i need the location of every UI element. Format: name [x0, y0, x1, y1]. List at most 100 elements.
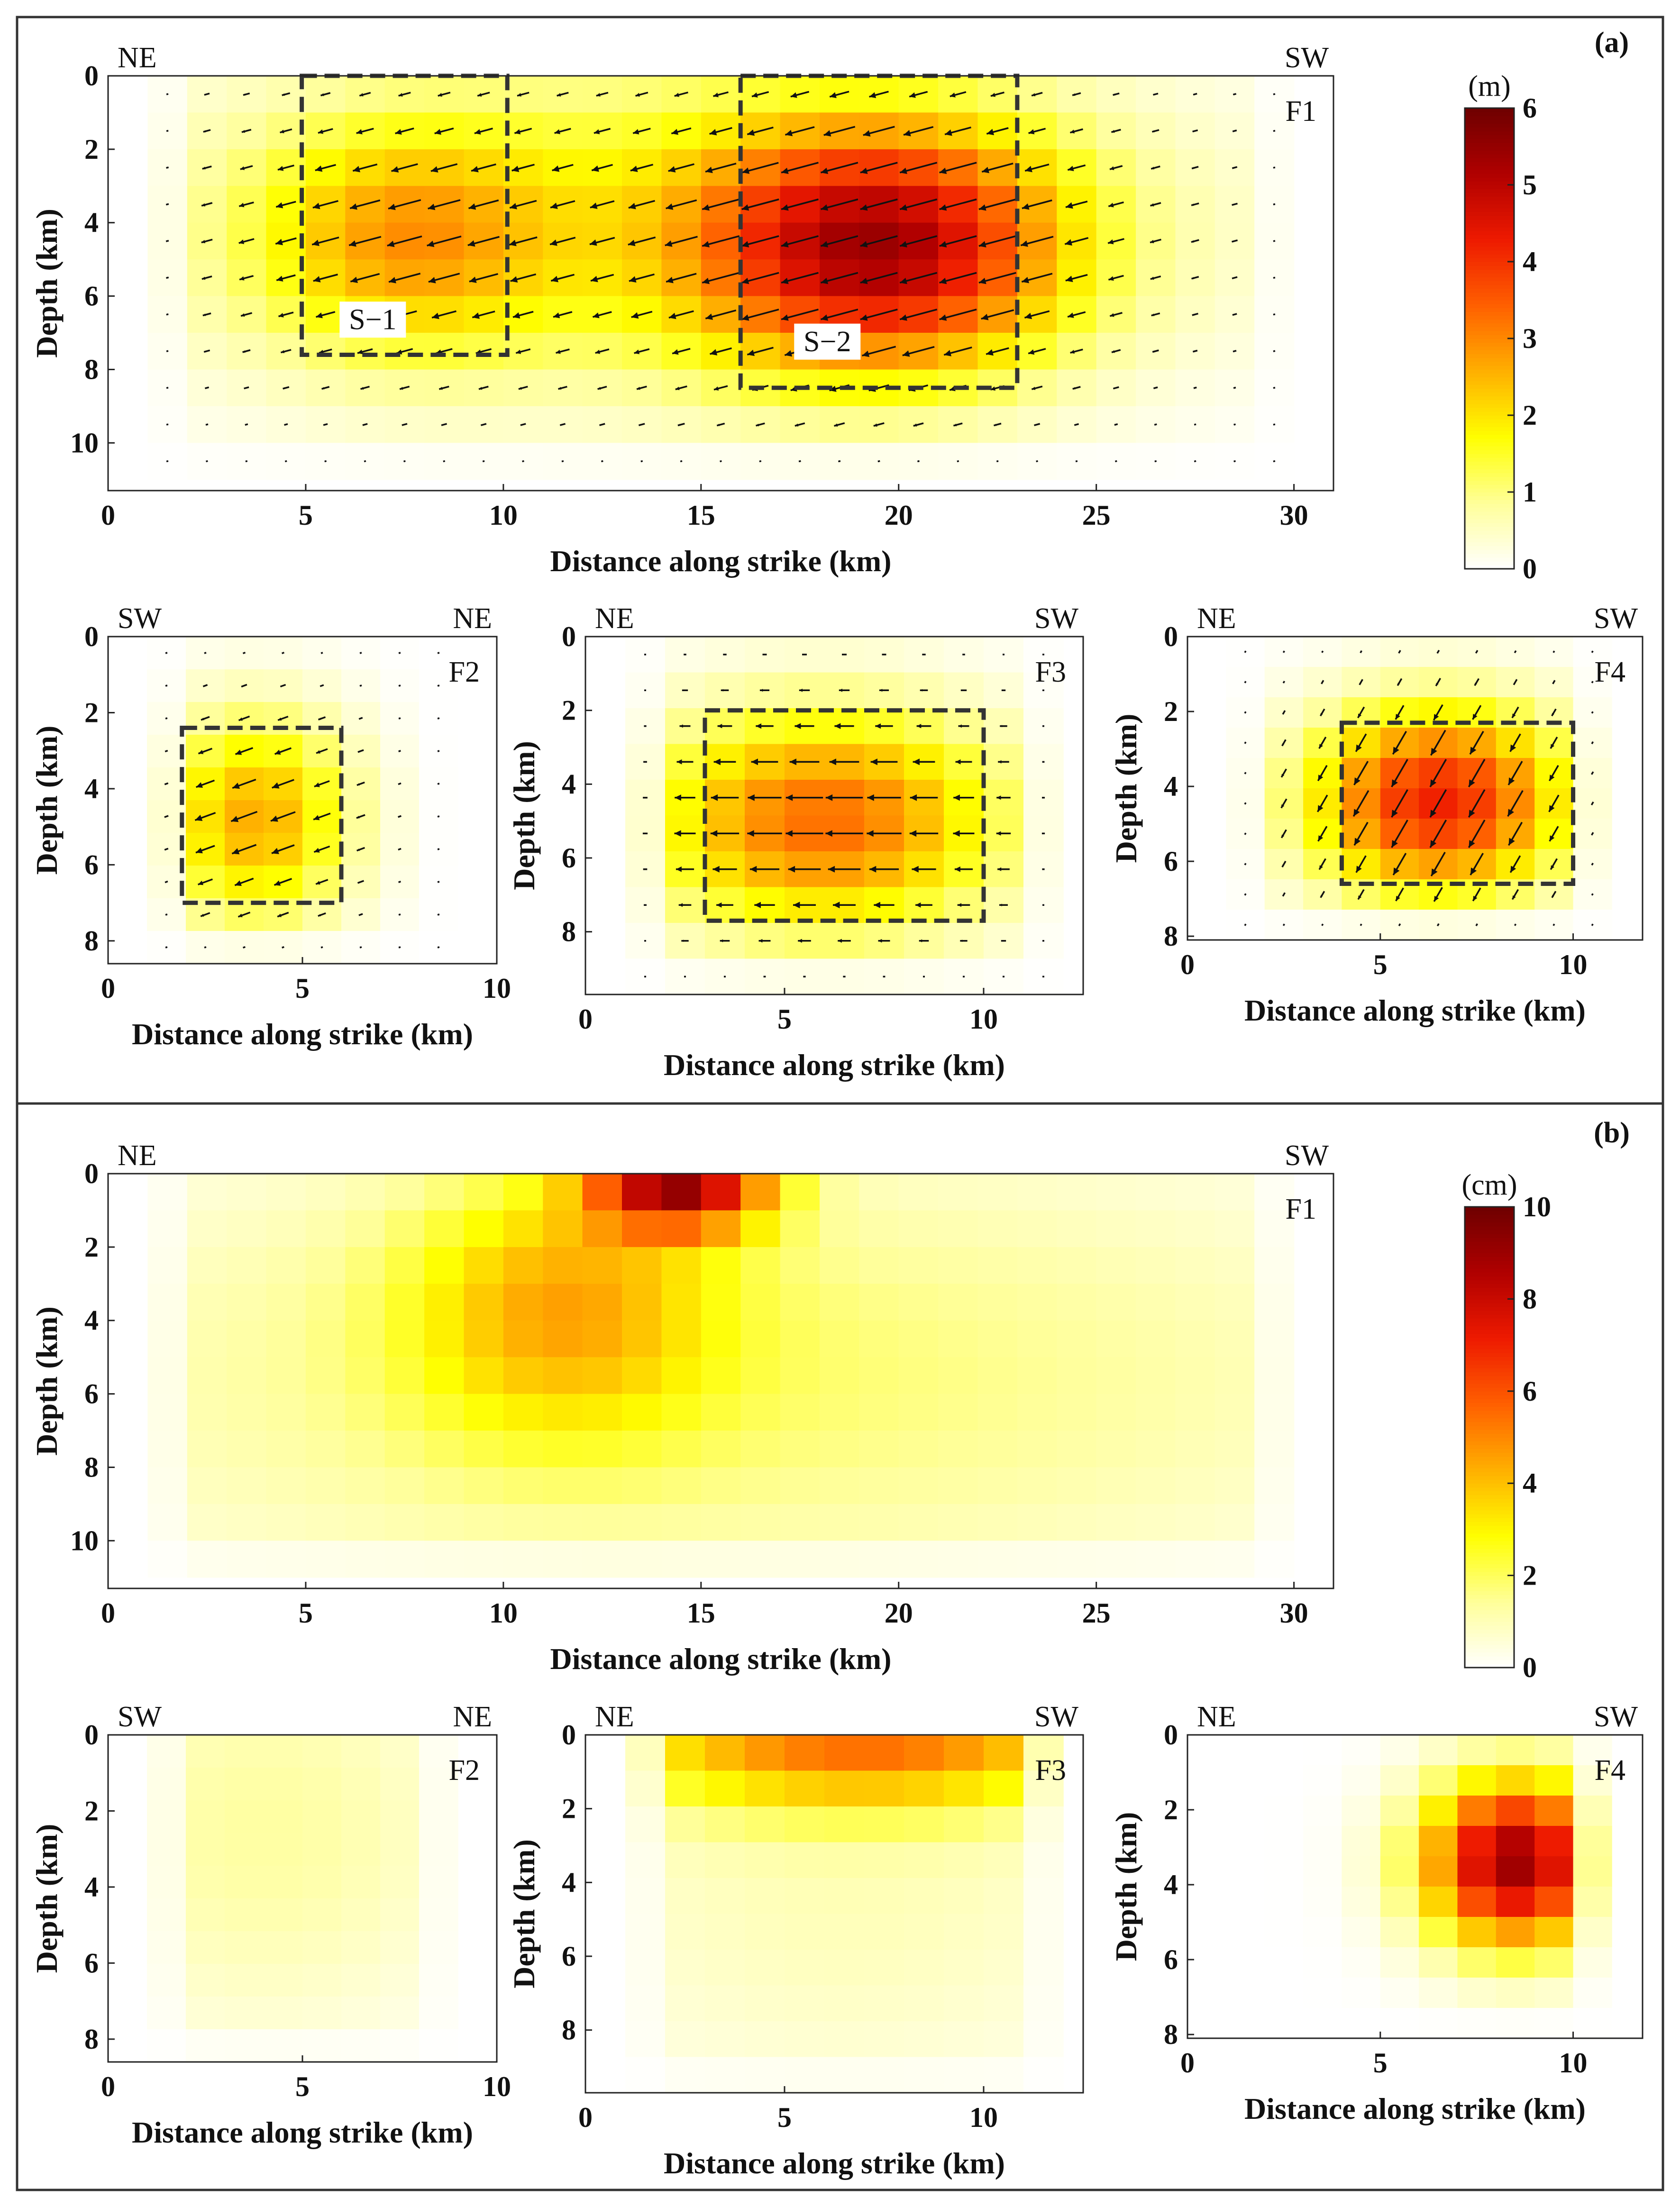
slip-arrow [1321, 923, 1324, 926]
slip-arrow-head [781, 278, 789, 284]
slip-arrow-head [668, 166, 676, 173]
heat-cell [622, 1284, 662, 1321]
colorbar-tick-label: 6 [1523, 92, 1537, 124]
heat-cell [187, 1357, 227, 1395]
colorbar-step [1465, 319, 1514, 324]
slip-arrow [1233, 460, 1236, 463]
slip-arrow-head [635, 93, 640, 97]
slip-arrow-head [238, 717, 243, 721]
slip-arrow-head [1393, 747, 1399, 755]
heat-cell [625, 1914, 666, 1950]
slip-arrow [164, 815, 169, 818]
heat-cell [824, 2021, 865, 2058]
heat-cell [622, 1320, 662, 1358]
heat-cell [186, 1866, 225, 1899]
colorbar-step [1465, 192, 1514, 197]
x-tick-label: 5 [299, 1597, 313, 1629]
heat-cell [1534, 1796, 1574, 1826]
heat-cell [1573, 1826, 1612, 1857]
x-axis-label: Distance along strike (km) [1244, 2092, 1586, 2125]
slip-arrow-head [741, 314, 749, 321]
heat-cell [543, 1504, 583, 1541]
slip-arrow-head [978, 204, 986, 211]
slip-arrow [838, 460, 841, 463]
heat-cell [302, 2029, 342, 2062]
heat-cell [302, 1768, 342, 1801]
heat-cell [859, 1394, 899, 1431]
colorbar-step [1465, 308, 1514, 312]
heat-cell [345, 1284, 385, 1321]
y-tick-label: 8 [1164, 921, 1178, 952]
colorbar-step [1465, 454, 1514, 458]
colorbar-step [1465, 1471, 1514, 1476]
heat-cell [1534, 1947, 1574, 1978]
heat-cell [661, 1284, 702, 1321]
colorbar-step [1465, 1468, 1514, 1472]
heat-cell [1496, 1978, 1535, 2008]
heat-cell [503, 1467, 544, 1505]
slip-arrow [165, 717, 168, 720]
slip-arrow [1475, 923, 1479, 927]
slip-arrow-head [283, 387, 285, 389]
heat-cell [1214, 1504, 1255, 1541]
heat-cell [984, 2057, 1024, 2093]
slip-arrow-head [910, 794, 917, 801]
heat-cell [785, 2021, 825, 2058]
colorbar-step [1465, 1303, 1514, 1307]
colorbar-step [1465, 388, 1514, 393]
slip-arrow-head [1034, 424, 1036, 426]
slip-arrow [1273, 166, 1276, 169]
heat-cell [186, 1964, 225, 1997]
slip-arrow-head [939, 278, 947, 284]
colorbar-step [1465, 427, 1514, 431]
heat-cell [977, 1174, 1018, 1211]
colorbar-step [1465, 442, 1514, 447]
heat-cell [186, 1997, 225, 2030]
slip-arrow-head [953, 423, 957, 427]
slip-arrow-head [681, 939, 684, 942]
heat-cell [977, 1394, 1018, 1431]
y-tick-label: 6 [84, 849, 99, 880]
slip-arrow-head [721, 689, 723, 692]
slip-arrow [1398, 923, 1401, 927]
heat-cell [305, 1320, 346, 1358]
slip-arrow-head [833, 902, 840, 909]
colorbar-step [1465, 1483, 1514, 1488]
heat-cell [345, 1174, 385, 1211]
heat-cell [341, 1735, 381, 1768]
y-tick-label: 6 [562, 1941, 576, 1972]
colorbar-step [1465, 112, 1514, 116]
slip-arrow-head [747, 349, 755, 356]
slip-arrow [398, 782, 402, 785]
y-tick-label: 4 [1164, 771, 1178, 802]
slip-arrow-head [902, 350, 910, 357]
heat-cell [345, 1467, 385, 1505]
heat-cell [419, 1800, 458, 1833]
heat-cell [1214, 1541, 1255, 1578]
heat-cell [419, 2029, 458, 2062]
slip-arrow-head [629, 276, 637, 283]
heat-cell [938, 1394, 978, 1431]
colorbar-step [1465, 557, 1514, 562]
heat-cell [384, 1467, 425, 1505]
slip-arrow-head [356, 848, 360, 851]
slip-arrow-head [231, 816, 239, 822]
slip-arrow-head [1434, 895, 1439, 902]
heat-cell [147, 1284, 188, 1321]
slip-arrow-head [281, 350, 285, 354]
asperity-box [180, 726, 344, 905]
heat-cell [1264, 2008, 1304, 2039]
x-axis-label: Distance along strike (km) [550, 544, 892, 578]
heat-cell [424, 1247, 465, 1285]
heat-cell [464, 1320, 504, 1358]
colorbar-step [1465, 373, 1514, 377]
slip-arrow-head [789, 758, 796, 766]
slip-arrow [1552, 650, 1555, 653]
colorbar-step [1465, 407, 1514, 412]
slip-arrow-head [677, 424, 680, 426]
slip-arrow [324, 460, 327, 463]
colorbar-step [1465, 1529, 1514, 1534]
slip-arrow-head [1512, 895, 1516, 900]
heat-cell [984, 1806, 1024, 1843]
